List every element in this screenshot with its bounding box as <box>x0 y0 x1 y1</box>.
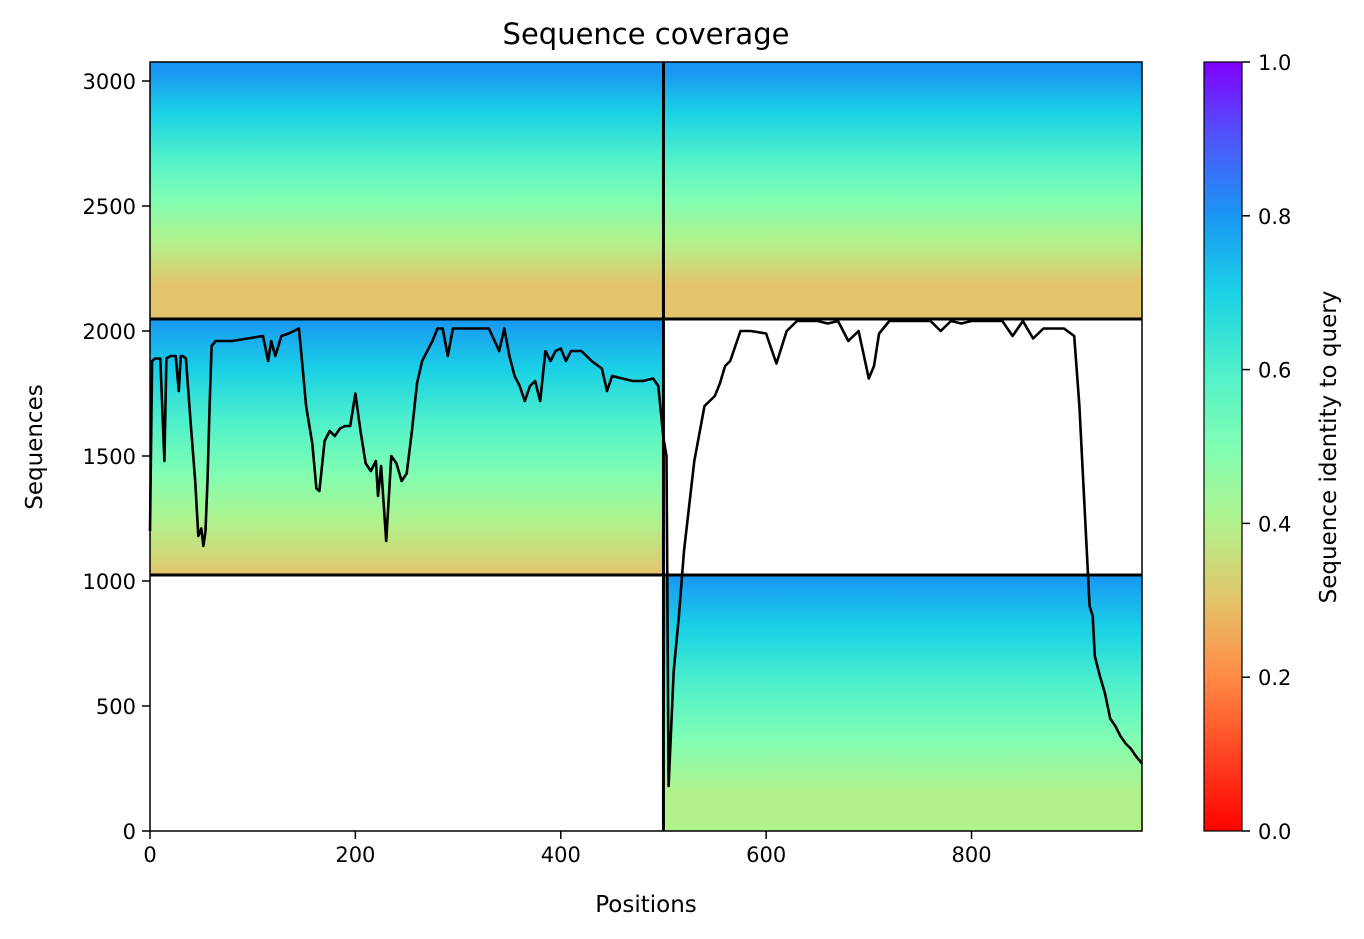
colorbar-axis: 0.0 0.2 0.4 0.6 0.8 1.0 <box>1242 51 1291 844</box>
plot-frame <box>149 61 1143 832</box>
y-tick-label: 500 <box>96 695 136 719</box>
chart-title: Sequence coverage <box>503 17 790 51</box>
y-tick-label: 0 <box>123 820 136 844</box>
coverage-blocks <box>150 62 1142 831</box>
colorbar-tick-label: 0.4 <box>1258 512 1291 536</box>
y-tick-label: 2000 <box>83 320 136 344</box>
y-axis-label: Sequences <box>22 384 48 509</box>
x-tick-label: 600 <box>746 843 786 867</box>
colorbar <box>1203 61 1243 832</box>
x-axis: 0 200 400 600 800 <box>143 831 992 867</box>
coverage-block-chain-1-paired <box>150 319 664 575</box>
coverage-line-layer <box>148 319 1144 788</box>
colorbar-tick-label: 0.2 <box>1258 666 1291 690</box>
coverage-line <box>148 319 1144 788</box>
y-tick-label: 3000 <box>83 70 136 94</box>
coverage-block-chain-1-only <box>150 62 664 319</box>
colorbar-tick-label: 0.8 <box>1258 205 1291 229</box>
colorbar-tick-label: 0.0 <box>1258 820 1291 844</box>
x-tick-label: 800 <box>951 843 991 867</box>
y-tick-label: 2500 <box>83 195 136 219</box>
colorbar-tick-label: 0.6 <box>1258 359 1291 383</box>
x-tick-label: 200 <box>335 843 375 867</box>
x-tick-label: 400 <box>541 843 581 867</box>
x-tick-label: 0 <box>143 843 156 867</box>
y-axis: 0 500 1000 1500 2000 2500 3000 <box>83 70 150 844</box>
coverage-block-chain-2-paired <box>663 62 1142 319</box>
x-axis-label: Positions <box>595 892 697 918</box>
colorbar-tick-label: 1.0 <box>1258 51 1291 75</box>
y-tick-label: 1000 <box>83 570 136 594</box>
y-tick-label: 1500 <box>83 445 136 469</box>
colorbar-label: Sequence identity to query <box>1316 291 1342 604</box>
coverage-block-chain-2-only <box>663 575 1142 831</box>
chain-separators <box>150 62 1142 831</box>
